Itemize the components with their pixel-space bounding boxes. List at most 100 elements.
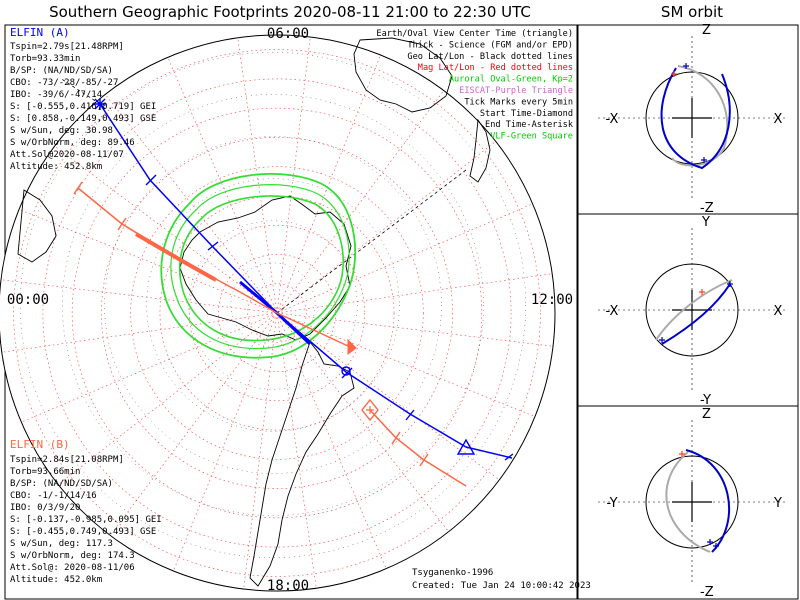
mag-lon-line [276,90,445,314]
elfin-b-ticks [73,181,429,467]
oval-inner [178,195,344,342]
new-zealand [469,118,491,183]
mag-lon-line [276,312,500,481]
elfin-b-info-line: S: [-0.137,-0.985,0.095] GEI [10,515,162,525]
legend-entry: Thick - Science (FGM and/or EPD) [407,40,573,50]
elfin-b-track-low [369,409,467,487]
footprint-tracks [73,98,514,487]
earth-circle [645,263,739,357]
elfin-a-end-asterisk [94,98,106,110]
south-america [249,341,355,587]
oval-mid [170,184,350,350]
orbit-panel: Z -Z -X X [598,23,786,216]
elfin-b-start-cross [366,406,374,414]
mag-lat-circle [42,78,512,548]
mag-lon-line [243,312,278,590]
geo-lat-circle [20,52,526,558]
oval-outer [160,173,357,359]
elfin-a-info-line: CBO: -73/-28/-85/-27 [10,78,118,88]
legend-entry: Auroral Oval-Green, Kp=2 [449,75,573,85]
orbit-frame [577,24,799,600]
elfin-b-info: ELFIN (B) Tspin=2.84s[21.08RPM] Torb=93.6… [10,438,162,585]
orbit-axis-label: -Z [700,201,714,216]
orbit-axis-label: -X [606,112,619,127]
elfin-a-info-line: IBO: -39/6/-47/14 [10,90,102,100]
legend-entry: Tick Marks every 5min [464,97,573,107]
legend-entry: Start Time-Diamond [480,109,573,119]
mag-lon-line [237,37,278,314]
geo-lat-circle [188,220,358,390]
mag-lon-line [0,279,278,314]
mag-lat-circle [13,49,541,577]
elfin-b-info-line: Altitude: 452.0km [10,575,102,585]
legend-entry: End Time-Asterisk [485,120,574,130]
orbit-axis-label: X [774,304,783,319]
orbit-axis-label: -Y [606,496,617,511]
orbit-axis-label: Z [702,407,711,422]
elfin-a-info-line: Altitude: 452.8km [10,162,102,172]
africa [17,189,57,263]
legend-entry: EISCAT-Purple Triangle [459,86,573,96]
mag-lon-line [54,145,278,314]
orbit-marker [707,539,713,545]
orbit-path-b [671,65,729,167]
elfin-b-info-line: Att.Sol@: 2020-08-11/06 [10,563,135,573]
orbit-path-a [661,283,731,345]
elfin-b-name: ELFIN (B) [10,438,70,451]
mag-lat-circle [101,137,453,489]
geo-lat-circle [230,262,316,348]
orbit-axis-label: Z [702,23,711,38]
credit-text: Tsyganenko-1996 [412,568,493,578]
mag-lon-line [276,312,317,589]
geo-lat-circle [146,178,400,432]
orbit-axis-label: Y [773,496,782,511]
elfin-b-info-line: Torb=93.66min [10,467,80,477]
orbit-axis-label: -Z [700,585,714,600]
clock-label-1800: 18:00 [267,578,309,594]
orbit-path-a [685,449,731,553]
elfin-a-track [99,103,513,459]
mag-lon-line [276,141,496,314]
elfin-a-triangle [456,438,476,455]
mag-lon-line [105,94,278,314]
mag-lon-line [109,312,278,536]
orbit-panel: Y -Y -X X [598,215,786,408]
legend-entry: Geo Lat/Lon - Black dotted lines [407,52,573,62]
elfin-a-info-line: Torb=93.33min [10,54,80,64]
elfin-a-info-line: S: [-0.555,0.416,0.719] GEI [10,102,156,112]
mag-lat-circle [188,224,366,402]
orbit-panel: Z -Z -Y Y [598,407,786,600]
orbit-marker [699,289,705,295]
elfin-a-name: ELFIN (A) [10,26,70,39]
mag-lon-line [276,312,536,417]
orbit-marker [713,543,719,549]
mag-lat-circle [159,195,395,431]
orbit-title: SM orbit [661,3,723,21]
orbit-marker [727,281,733,287]
orbit-marker [701,157,707,163]
orbit-path-b [665,451,711,553]
orbit-marker [683,63,689,69]
legend-entry: VLF-Green Square [490,132,573,142]
geo-lat-circle [62,94,484,516]
clock-label-1200: 12:00 [531,292,573,308]
mag-lon-line [276,36,311,314]
australia [353,37,453,113]
mag-lon-line [276,312,449,532]
elfin-a-info: ELFIN (A) Tspin=2.79s[21.48RPM] Torb=93.3… [10,26,156,172]
orbit-axis-label: Y [701,215,710,230]
elfin-b-info-line: S: [-0.455,0.749,0.493] GSE [10,527,156,537]
elfin-b-info-line: S w/OrbNorm, deg: 174.3 [10,551,135,561]
elfin-b-info-line: S w/Sun, deg: 117.3 [10,539,113,549]
earth-circle [645,455,739,549]
elfin-a-info-line: S w/Sun, deg: 30.98 [10,126,113,136]
mag-lon-line [167,57,278,314]
map-legend: Earth/Oval View Center Time (triangle)Th… [376,29,573,142]
elfin-a-info-line: Tspin=2.79s[21.48RPM] [10,42,124,52]
elfin-b-arrow [347,338,357,355]
mag-lon-line [173,312,278,572]
map-title: Southern Geographic Footprints 2020-08-1… [49,3,531,21]
orbit-axis-label: X [774,112,783,127]
elfin-b-info-line: IBO: 0/3/9/20 [10,503,80,513]
elfin-b-info-line: Tspin=2.84s[21.08RPM] [10,455,124,465]
